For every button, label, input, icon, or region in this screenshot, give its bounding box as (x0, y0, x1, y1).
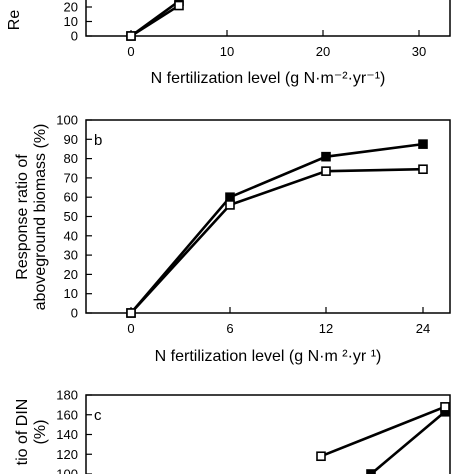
panel-b-ylabel-line2: aboveground biomass (%) (32, 124, 49, 311)
panel-a-ytick-label: 10 (64, 14, 78, 29)
panel-a-ytick-label: 20 (64, 0, 78, 15)
panel-c-point (316, 451, 326, 462)
panel-c-ytick-label: 120 (56, 447, 78, 462)
panel-b-ytick-label: 100 (56, 113, 78, 128)
panel-a-ylabel: Re (6, 10, 23, 31)
panel-b-point (225, 200, 235, 210)
panel-c-frame (85, 394, 451, 474)
panel-c-ytick-label: 100 (56, 467, 78, 474)
panel-b-ytick-label: 70 (64, 170, 78, 185)
panel-b-xtick-label: 6 (226, 321, 233, 336)
panel-b-ytick-label: 20 (64, 267, 78, 282)
panel-a-point (126, 31, 136, 41)
panel-b-xtick-label: 0 (127, 321, 134, 336)
panel-c-point (440, 402, 450, 412)
panel-b-ytick-label: 80 (64, 151, 78, 166)
panel-a-xtick-label: 0 (127, 44, 134, 59)
panel-a-xtick-label: 10 (220, 44, 234, 59)
panel-c-ylabel-line1: tio of DIN (14, 399, 31, 466)
panel-c-point (366, 469, 376, 474)
panel-b-ytick-label: 10 (64, 286, 78, 301)
panel-b-ytick-label: 40 (64, 228, 78, 243)
panel-b-series-line (130, 142, 424, 314)
panel-b-ytick-label: 90 (64, 132, 78, 147)
panel-c: c tio of DIN (%) 100 120 140 160 180 (14, 388, 451, 474)
panel-a-point (174, 0, 184, 11)
panel-b-point (321, 151, 331, 162)
panel-b-point (126, 308, 136, 318)
panel-a-series-line (130, 4, 180, 38)
panel-a-xtick-label: 20 (316, 44, 330, 59)
panel-b: b Response ratio of aboveground biomass … (14, 113, 451, 365)
panel-b-letter: b (94, 132, 102, 149)
panel-b-xtick-label: 12 (319, 321, 333, 336)
panel-b-series-line (130, 167, 424, 314)
panel-c-ytick-label: 140 (56, 427, 78, 442)
panel-b-xtick-label: 24 (416, 321, 430, 336)
panel-b-point (418, 139, 428, 149)
panel-c-series-line (320, 405, 446, 458)
panel-b-ytick-label: 60 (64, 190, 78, 205)
panel-a-xlabel: N fertilization level (g N·m⁻²·yr⁻¹) (151, 70, 386, 87)
panel-b-ylabel-line1: Response ratio of (14, 154, 31, 280)
panel-b-ytick-label: 50 (64, 209, 78, 224)
panel-b-point (321, 166, 331, 176)
panel-a-xtick-label: 30 (412, 44, 426, 59)
panel-c-ylabel-line2: (%) (32, 420, 49, 445)
panel-c-ytick-label: 180 (56, 388, 78, 403)
panel-b-point (225, 192, 235, 202)
panel-a-ytick-label: 0 (71, 29, 78, 44)
panel-c-letter: c (94, 407, 102, 424)
panel-c-series-line (370, 410, 446, 474)
panel-c-ytick-label: 160 (56, 407, 78, 422)
panel-b-ytick-label: 30 (64, 248, 78, 263)
panel-b-ytick-label: 0 (71, 306, 78, 321)
panel-a-frame (85, 0, 451, 37)
panel-b-xlabel: N fertilization level (g N·m ²·yr ¹) (155, 348, 382, 365)
panel-b-point (418, 164, 428, 175)
